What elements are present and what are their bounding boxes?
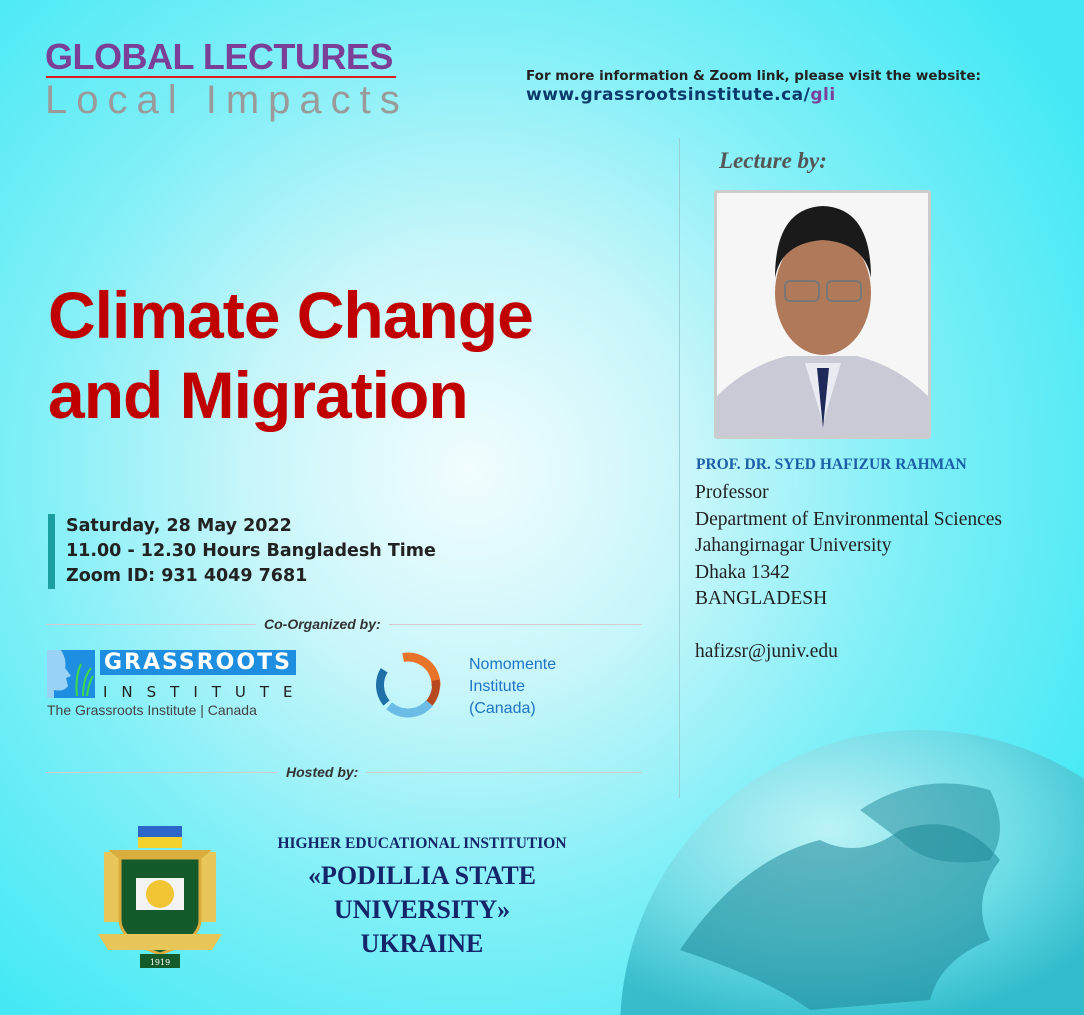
local-impacts-tagline: Local Impacts [45,78,409,122]
seal-year: 1919 [150,958,170,967]
grassroots-name: GRASSROOTS [100,650,296,675]
event-details: Saturday, 28 May 2022 11.00 - 12.30 Hour… [48,514,436,589]
info-text: For more information & Zoom link, please… [526,68,981,84]
speaker-details: Professor Department of Environmental Sc… [695,480,1002,665]
nomomente-name: Nomomente Institute (Canada) [469,654,556,720]
hosted-label: Hosted by: [286,764,359,780]
lecture-title: Climate Change and Migration [48,275,534,435]
grassroots-tagline: The Grassroots Institute | Canada [47,702,257,718]
zoom-id: Zoom ID: 931 4049 7681 [66,566,308,586]
global-lectures-logo: GLOBAL LECTURES [45,36,393,77]
host-line-3: UNIVERSITY» [333,895,511,924]
co-organized-label: Co-Organized by: [264,616,381,632]
co-organized-divider: Co-Organized by: [46,616,642,632]
nomomente-line-3: (Canada) [469,700,536,717]
face-grass-icon [47,650,95,698]
column-divider [679,138,680,798]
url-tail: gli [810,85,836,105]
host-institution: HIGHER EDUCATIONAL INSTITUTION «PODILLIA… [265,835,579,961]
title-line-1: Climate Change [48,278,534,352]
hosted-divider: Hosted by: [46,764,642,780]
host-line-2: «PODILLIA STATE [307,861,537,890]
grassroots-logo: GRASSROOTS INSTITUTE The Grassroots Inst… [47,650,296,718]
speaker-photo [714,190,931,439]
speaker-title: Professor [695,482,769,503]
event-time: 11.00 - 12.30 Hours Bangladesh Time [66,541,436,561]
speaker-email[interactable]: hafizsr@juniv.edu [695,640,838,662]
speaker-university: Jahangirnagar University [695,535,892,556]
podillia-university-seal: 1919 [98,826,222,968]
event-date: Saturday, 28 May 2022 [66,516,292,536]
grassroots-institute: INSTITUTE [103,683,307,701]
title-line-2: and Migration [48,358,469,432]
host-line-1: HIGHER EDUCATIONAL INSTITUTION [277,835,567,852]
speaker-city: Dhaka 1342 [695,561,790,583]
nomomente-line-2: Institute [469,678,526,695]
speaker-department: Department of Environmental Sciences [695,508,1003,530]
lecture-by-heading: Lecture by: [719,148,827,173]
url-main: www.grassrootsinstitute.ca/ [526,85,811,105]
nomomente-swirl-logo [375,652,441,718]
website-link[interactable]: www.grassrootsinstitute.ca/gli [526,85,836,105]
speaker-name: PROF. DR. SYED HAFIZUR RAHMAN [696,456,967,473]
globe-illustration [620,730,1084,1015]
nomomente-line-1: Nomomente [469,656,557,673]
logo-divider [46,76,396,78]
speaker-country: BANGLADESH [695,588,828,609]
host-line-4: UKRAINE [360,929,484,958]
